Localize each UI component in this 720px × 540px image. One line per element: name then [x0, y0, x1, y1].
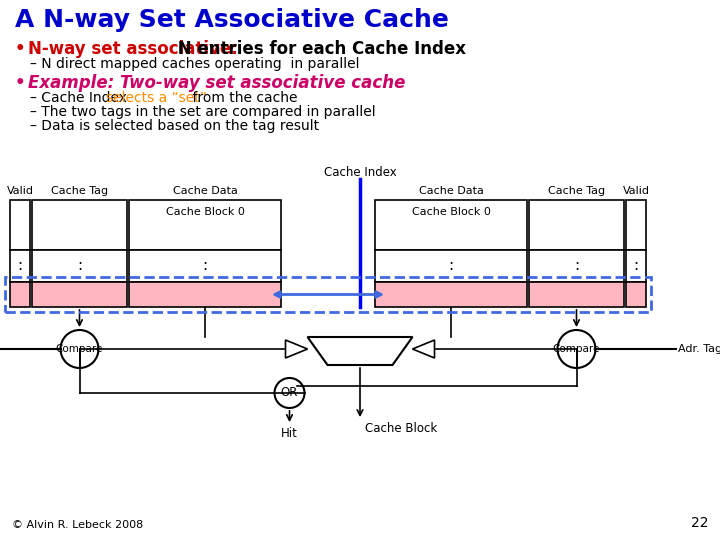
Text: Cache Index: Cache Index	[323, 166, 397, 179]
Text: Valid: Valid	[623, 186, 649, 196]
Text: 22: 22	[690, 516, 708, 530]
Text: OR: OR	[281, 387, 298, 400]
Text: •: •	[15, 40, 26, 58]
Text: Adr. Tag: Adr. Tag	[678, 344, 720, 354]
Bar	[375, 282, 527, 307]
Text: Cache Tag: Cache Tag	[548, 186, 605, 196]
Bar	[32, 250, 127, 282]
Bar	[32, 200, 127, 250]
Text: – N direct mapped caches operating  in parallel: – N direct mapped caches operating in pa…	[30, 57, 359, 71]
Text: :: :	[449, 259, 454, 273]
Bar	[129, 282, 281, 307]
Text: :: :	[17, 259, 22, 273]
Bar	[626, 250, 646, 282]
Bar	[375, 250, 527, 282]
Bar	[626, 200, 646, 250]
Text: N entries for each Cache Index: N entries for each Cache Index	[172, 40, 466, 58]
Text: :: :	[77, 259, 82, 273]
Text: – Cache Index: – Cache Index	[30, 91, 131, 105]
Text: Valid: Valid	[6, 186, 34, 196]
Text: Mux: Mux	[348, 345, 372, 357]
Text: – The two tags in the set are compared in parallel: – The two tags in the set are compared i…	[30, 105, 376, 119]
Text: :: :	[634, 259, 639, 273]
Text: – Data is selected based on the tag result: – Data is selected based on the tag resu…	[30, 119, 319, 133]
Bar	[529, 282, 624, 307]
Bar	[626, 282, 646, 307]
Bar	[10, 200, 30, 250]
Bar	[529, 250, 624, 282]
Bar	[5, 277, 651, 312]
Text: Hit: Hit	[281, 427, 298, 440]
Text: A N-way Set Associative Cache: A N-way Set Associative Cache	[15, 8, 449, 32]
Bar	[375, 200, 527, 250]
Text: Cache Block 0: Cache Block 0	[412, 207, 490, 217]
Text: :: :	[202, 259, 207, 273]
Bar	[10, 250, 30, 282]
Text: Compare: Compare	[56, 344, 103, 354]
Text: Compare: Compare	[553, 344, 600, 354]
Text: Cache Tag: Cache Tag	[51, 186, 108, 196]
Text: •: •	[15, 74, 26, 92]
Polygon shape	[413, 340, 434, 358]
Polygon shape	[286, 340, 307, 358]
Text: from the cache: from the cache	[188, 91, 297, 105]
Text: N-way set associative:: N-way set associative:	[28, 40, 238, 58]
Polygon shape	[307, 337, 413, 365]
Text: :: :	[574, 259, 579, 273]
Bar	[529, 200, 624, 250]
Bar	[32, 282, 127, 307]
Bar	[129, 250, 281, 282]
Bar	[129, 200, 281, 250]
Text: Cache Data: Cache Data	[418, 186, 483, 196]
Text: Example: Two-way set associative cache: Example: Two-way set associative cache	[28, 74, 405, 92]
Text: © Alvin R. Lebeck 2008: © Alvin R. Lebeck 2008	[12, 520, 143, 530]
Text: Cache Block: Cache Block	[365, 422, 437, 435]
Text: Cache Data: Cache Data	[173, 186, 238, 196]
Bar	[10, 282, 30, 307]
Text: ⁰SEL0: ⁰SEL0	[362, 339, 390, 349]
Text: Cache Block 0: Cache Block 0	[166, 207, 244, 217]
Text: SEL1: SEL1	[315, 339, 341, 349]
Text: selects a “set”: selects a “set”	[107, 91, 207, 105]
